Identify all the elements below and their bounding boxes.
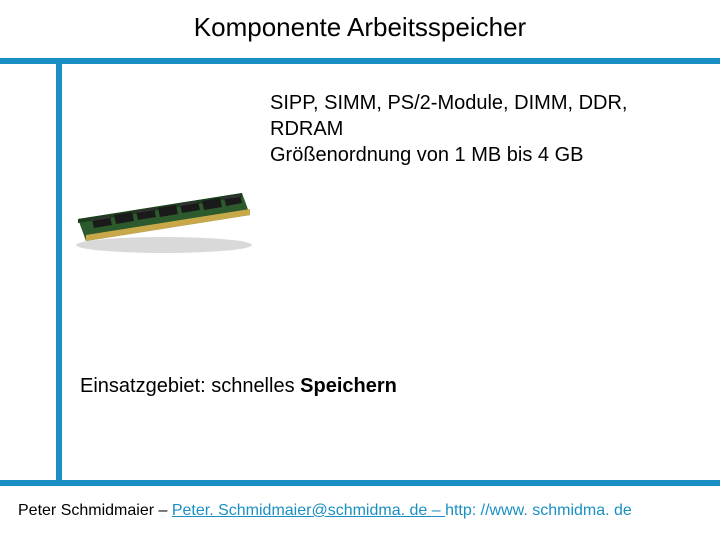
vertical-accent-bar bbox=[56, 58, 62, 480]
ram-module-image bbox=[72, 175, 257, 255]
einsatz-line: Einsatzgebiet: schnelles Speichern bbox=[80, 375, 397, 398]
footer: Peter Schmidmaier – Peter. Schmidmaier@s… bbox=[18, 502, 632, 520]
body-line-2: Größenordnung von 1 MB bis 4 GB bbox=[270, 142, 690, 168]
body-text: SIPP, SIMM, PS/2-Module, DIMM, DDR, RDRA… bbox=[270, 90, 690, 168]
footer-email-link[interactable]: Peter. Schmidmaier@schmidma. de bbox=[172, 502, 432, 519]
body-line-1: SIPP, SIMM, PS/2-Module, DIMM, DDR, RDRA… bbox=[270, 90, 690, 142]
einsatz-bold: Speichern bbox=[300, 375, 397, 397]
top-accent-bar bbox=[0, 58, 720, 64]
einsatz-prefix: Einsatzgebiet: schnelles bbox=[80, 375, 300, 397]
bottom-accent-bar bbox=[0, 480, 720, 486]
footer-author: Peter Schmidmaier – bbox=[18, 502, 172, 519]
footer-url-link[interactable]: http: //www. schmidma. de bbox=[445, 502, 632, 519]
slide-title: Komponente Arbeitsspeicher bbox=[0, 12, 720, 43]
footer-separator: – bbox=[432, 502, 445, 519]
